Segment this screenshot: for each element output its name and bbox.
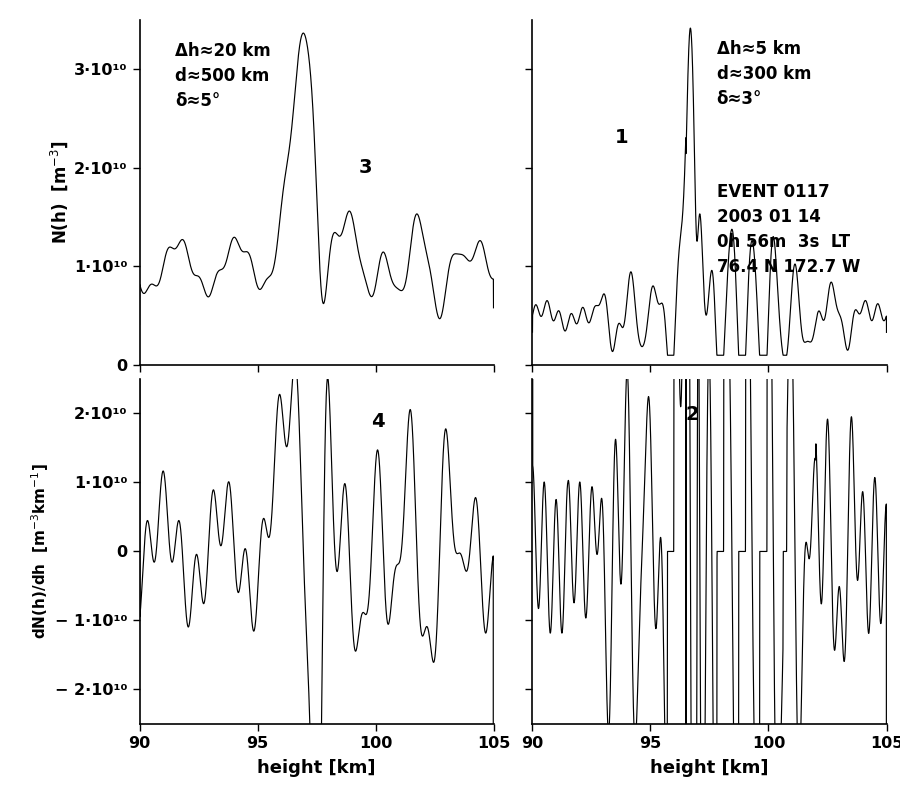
Text: Δh≈5 km
d≈300 km
δ≈3°: Δh≈5 km d≈300 km δ≈3° <box>716 40 811 108</box>
X-axis label: height [km]: height [km] <box>257 759 376 777</box>
Text: 1: 1 <box>615 128 629 147</box>
Y-axis label: N(h)  [m$^{-3}$]: N(h) [m$^{-3}$] <box>49 141 70 244</box>
Y-axis label: dN(h)/dh  [m$^{-3}$km$^{-1}$]: dN(h)/dh [m$^{-3}$km$^{-1}$] <box>30 464 51 639</box>
Text: 2: 2 <box>686 406 699 424</box>
Text: 3: 3 <box>359 158 373 177</box>
Text: Δh≈20 km
d≈500 km
δ≈5°: Δh≈20 km d≈500 km δ≈5° <box>175 42 271 110</box>
Text: 4: 4 <box>371 412 384 431</box>
X-axis label: height [km]: height [km] <box>650 759 769 777</box>
Text: EVENT 0117
2003 01 14
0h 56m  3s  LT
76.4 N 172.7 W: EVENT 0117 2003 01 14 0h 56m 3s LT 76.4 … <box>716 182 860 276</box>
